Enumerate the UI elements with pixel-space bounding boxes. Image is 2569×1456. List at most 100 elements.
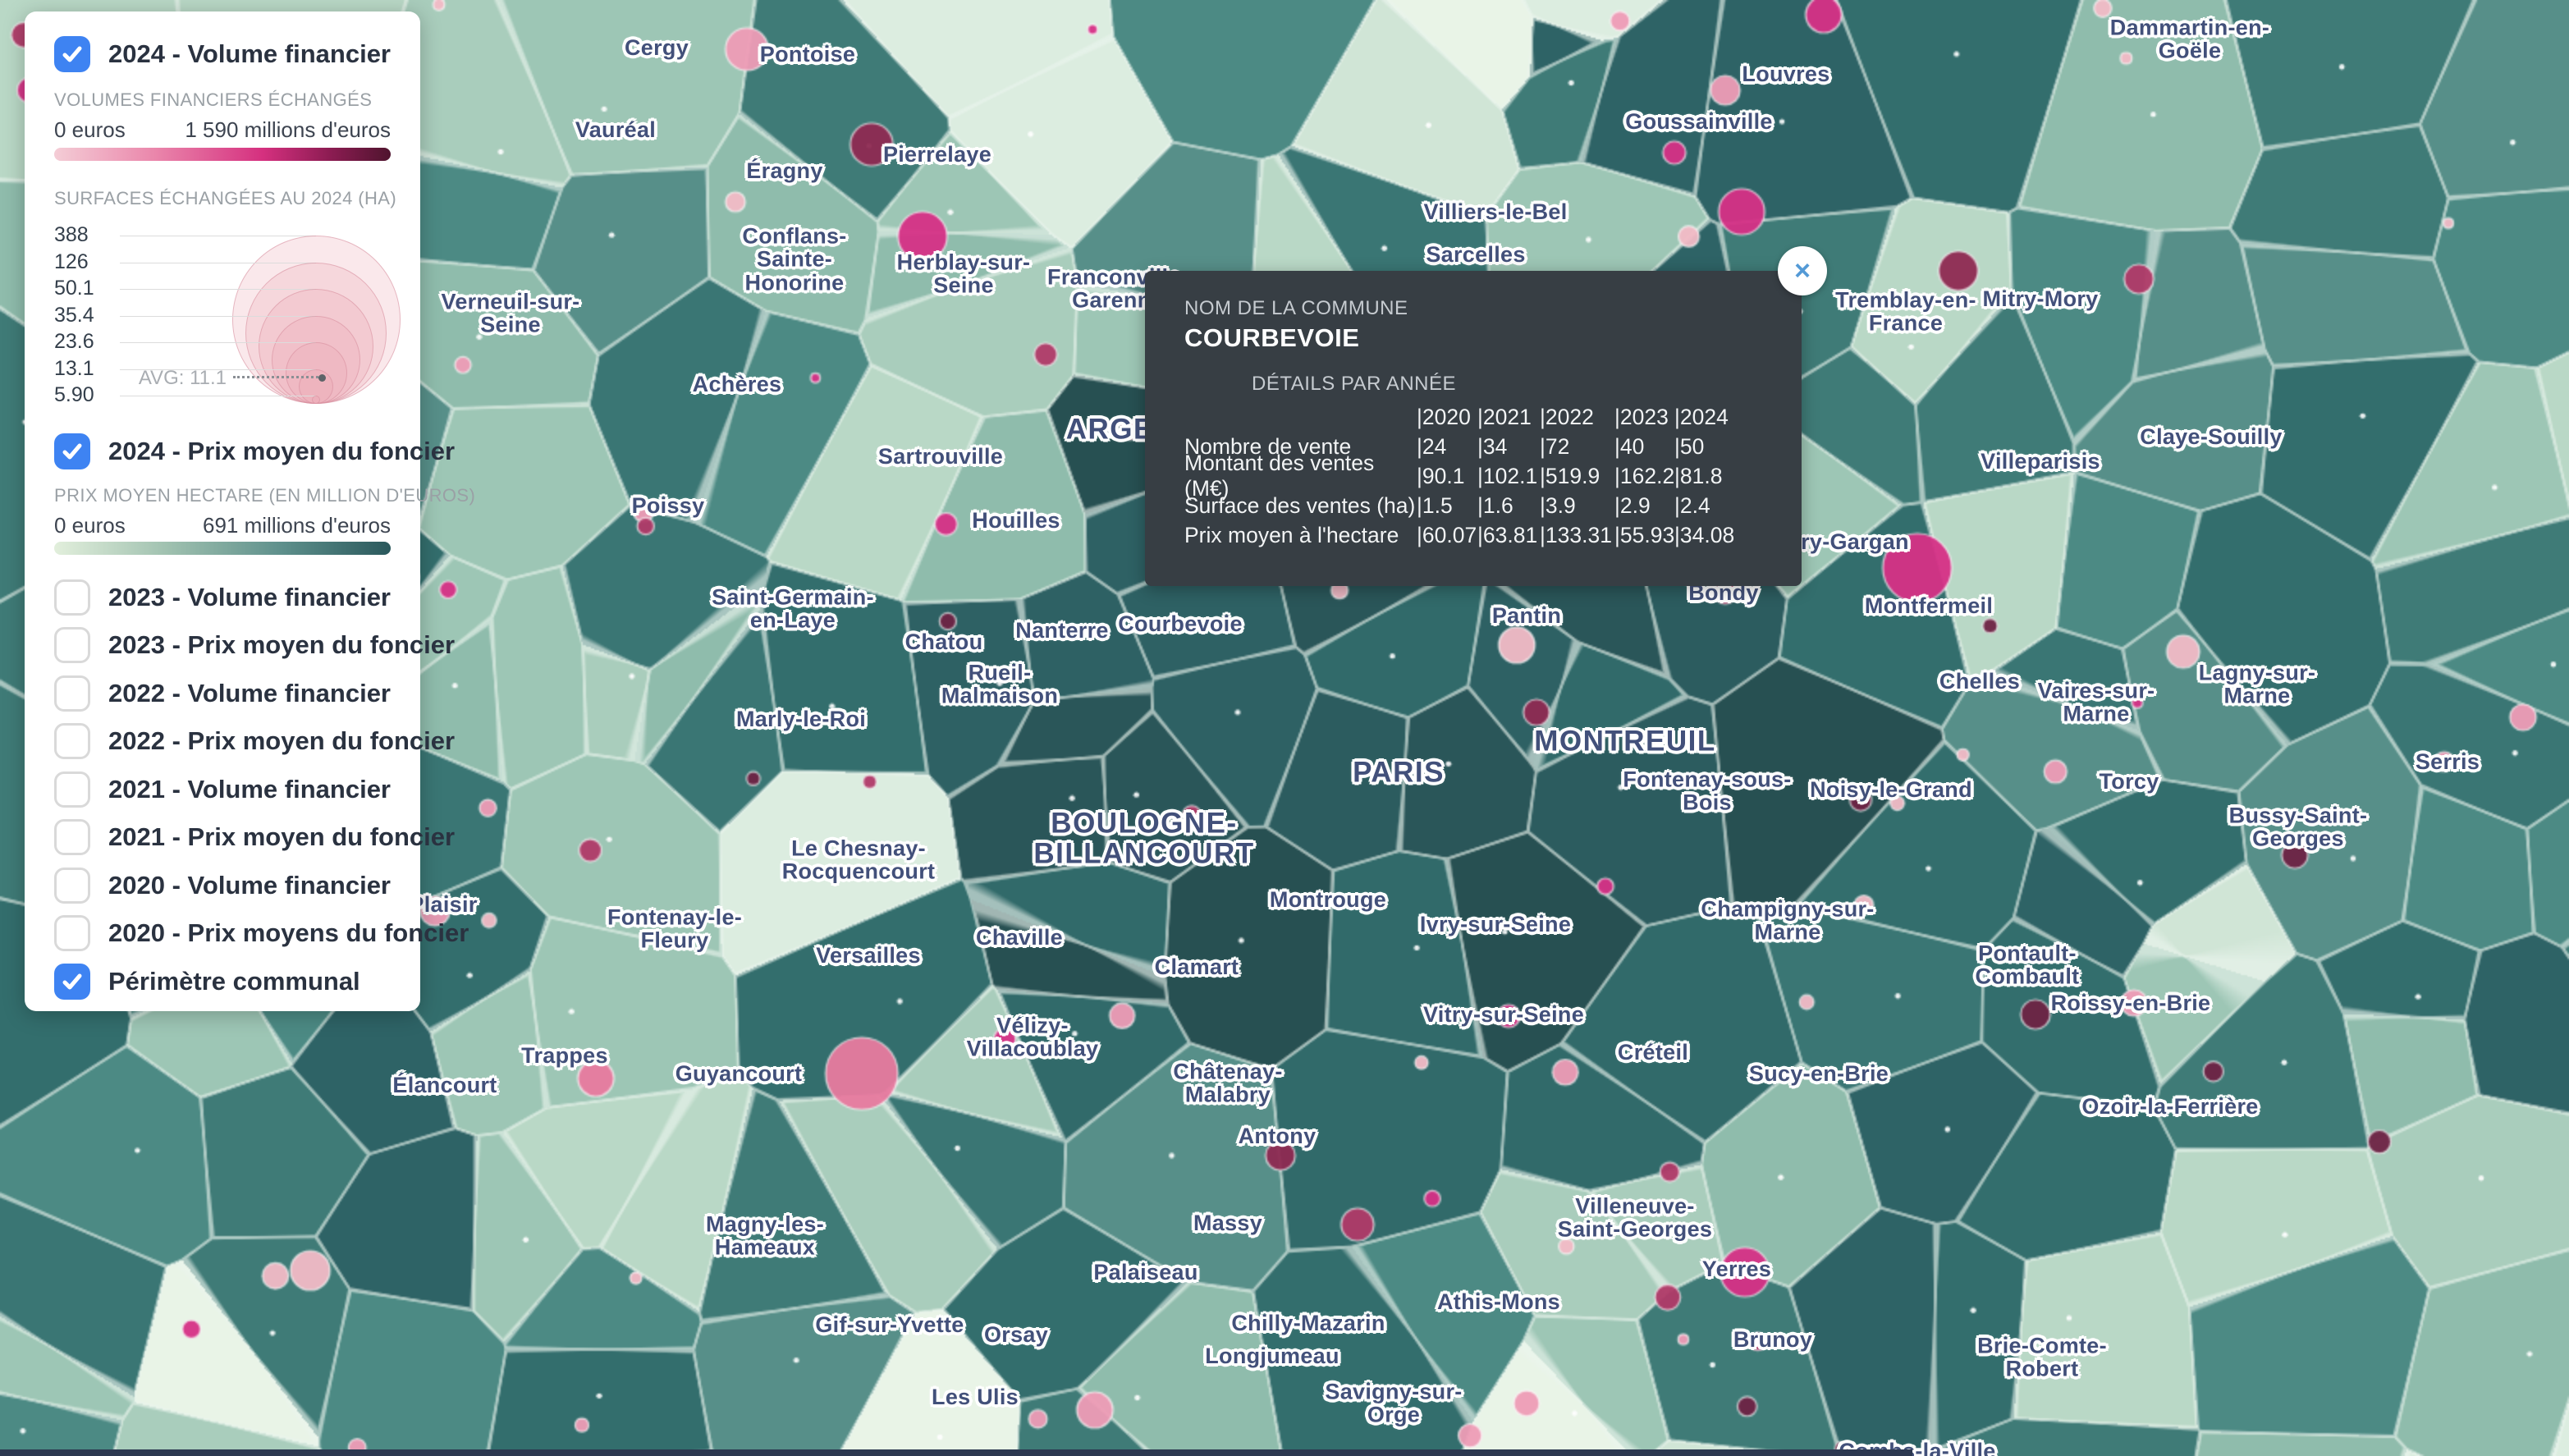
volume-legend-min: 0 euros (54, 117, 126, 142)
close-icon[interactable]: × (1778, 246, 1827, 295)
table-row-label: Montant des ventes (M€) (1184, 451, 1375, 501)
layer-label: 2020 - Prix moyens du foncier (108, 918, 469, 947)
price-legend-max: 691 millions d'euros (203, 513, 391, 538)
table-row-label: Prix moyen à l'hectare (1184, 522, 1399, 547)
table-cell: |55.93 (1614, 522, 1675, 547)
layer-row: 2021 - Prix moyen du foncier (54, 819, 455, 855)
checkbox-unchecked[interactable] (54, 627, 90, 663)
volume-legend-title: VOLUMES FINANCIERS ÉCHANGÉS (54, 89, 373, 110)
layer-row: Périmètre communal (54, 964, 360, 1000)
table-row-label: Nombre de vente (1184, 433, 1352, 459)
table-cell: |102.1 (1477, 463, 1538, 488)
price-legend-title: PRIX MOYEN HECTARE (EN MILLION D'EUROS) (54, 485, 476, 506)
layer-label: 2022 - Volume financier (108, 679, 391, 707)
table-row-label: Surface des ventes (ha) (1184, 492, 1416, 518)
volume-legend-max: 1 590 millions d'euros (185, 117, 391, 142)
avg-dot (318, 374, 326, 382)
volume-gradient-bar (54, 148, 391, 161)
table-cell: |34.08 (1674, 522, 1735, 547)
layer-row: 2022 - Volume financier (54, 675, 391, 712)
surface-size-legend: 388 126 50.1 35.4 23.6 13.1 5.90 AVG: 11.1 (54, 215, 401, 420)
layer-row: 2024 - Volume financier (54, 36, 391, 72)
popup-table-title: DÉTAILS PAR ANNÉE (1252, 373, 1457, 395)
checkbox-unchecked[interactable] (54, 771, 90, 808)
price-gradient-bar (54, 542, 391, 555)
layer-label: 2021 - Volume financier (108, 775, 391, 804)
check-icon (62, 443, 82, 460)
layers-panel: 2024 - Volume financier VOLUMES FINANCIE… (25, 11, 475, 1011)
layer-label: 2024 - Volume financier (108, 39, 391, 68)
avg-dotted-line (233, 376, 318, 378)
table-cell: |133.31 (1540, 522, 1612, 547)
size-legend-value: 5.90 (54, 383, 94, 406)
table-cell: |162.2 (1614, 463, 1675, 488)
table-cell: |72 (1540, 433, 1570, 459)
table-row: Prix moyen à l'hectare |60.07 |63.81 |133.3… (1184, 520, 1748, 550)
table-cell: |2.9 (1614, 492, 1651, 518)
size-legend-value: 23.6 (54, 330, 94, 353)
check-icon (62, 973, 82, 990)
layer-label: 2021 - Prix moyen du foncier (108, 822, 456, 851)
checkbox-unchecked[interactable] (54, 915, 90, 951)
checkbox-unchecked[interactable] (54, 579, 90, 616)
volume-legend-range: 0 euros 1 590 millions d'euros (54, 117, 391, 143)
table-row: Nombre de vente |24 |34 |72 |40 |50 (1184, 432, 1748, 461)
layer-label: 2020 - Volume financier (108, 871, 391, 900)
size-legend-leader-line (120, 342, 316, 343)
table-cell: |81.8 (1674, 463, 1723, 488)
layer-label: 2023 - Prix moyen du foncier (108, 630, 456, 659)
size-legend-value: 126 (54, 250, 89, 273)
checkbox-checked[interactable] (54, 36, 90, 72)
table-row: Surface des ventes (ha) |1.5 |1.6 |3.9 |2.9 |… (1184, 491, 1748, 520)
table-cell: |50 (1674, 433, 1705, 459)
table-cell: |90.1 (1417, 463, 1465, 488)
table-cell: |519.9 (1540, 463, 1600, 488)
layer-row: 2021 - Volume financier (54, 771, 391, 808)
table-cell: |2022 (1540, 404, 1594, 429)
layer-label: 2024 - Prix moyen du foncier (108, 437, 456, 465)
table-cell: |2021 (1477, 404, 1532, 429)
layer-label: Périmètre communal (108, 967, 360, 996)
table-cell: |2.4 (1674, 492, 1710, 518)
commune-popup: NOM DE LA COMMUNE COURBEVOIE DÉTAILS PAR… (1145, 246, 1827, 586)
size-legend-value: 13.1 (54, 356, 94, 380)
checkbox-unchecked[interactable] (54, 723, 90, 759)
table-cell: |60.07 (1417, 522, 1477, 547)
table-cell: |2020 (1417, 404, 1471, 429)
checkbox-unchecked[interactable] (54, 868, 90, 904)
table-row: Montant des ventes (M€) |90.1 |102.1 |519.9… (1184, 451, 1748, 501)
table-cell: |3.9 (1540, 492, 1576, 518)
size-legend-leader-line (120, 315, 316, 317)
size-legend-value: 388 (54, 223, 89, 246)
footer-bar (0, 1449, 1912, 1456)
layer-row: 2022 - Prix moyen du foncier (54, 723, 455, 759)
size-legend-circle (312, 396, 320, 404)
table-cell: |1.6 (1477, 492, 1513, 518)
table-cell: |24 (1417, 433, 1447, 459)
popup-field-label: NOM DE LA COMMUNE (1184, 297, 1408, 319)
surface-legend-title: SURFACES ÉCHANGÉES AU 2024 (HA) (54, 188, 397, 208)
size-legend-value: 35.4 (54, 303, 94, 327)
size-legend-leader-line (120, 289, 316, 290)
checkbox-checked[interactable] (54, 964, 90, 1000)
table-cell: |2023 (1614, 404, 1669, 429)
checkbox-checked[interactable] (54, 433, 90, 469)
layer-row: 2023 - Prix moyen du foncier (54, 627, 455, 663)
layer-label: 2023 - Volume financier (108, 583, 391, 611)
checkbox-unchecked[interactable] (54, 675, 90, 712)
layer-label: 2022 - Prix moyen du foncier (108, 726, 456, 755)
check-icon (62, 46, 82, 62)
layer-row: 2023 - Volume financier (54, 579, 391, 616)
table-cell: |2024 (1674, 404, 1729, 429)
size-legend-avg-label: AVG: 11.1 (138, 367, 227, 389)
layer-row: 2024 - Prix moyen du foncier (54, 433, 455, 469)
price-legend-min: 0 euros (54, 513, 126, 538)
layer-row: 2020 - Prix moyens du foncier (54, 915, 469, 951)
layer-row: 2020 - Volume financier (54, 868, 391, 904)
checkbox-unchecked[interactable] (54, 819, 90, 855)
table-header-row: |2020 |2021 |2022 |2023 |2024 (1184, 402, 1748, 432)
size-legend-value: 50.1 (54, 277, 94, 300)
table-cell: |34 (1477, 433, 1508, 459)
